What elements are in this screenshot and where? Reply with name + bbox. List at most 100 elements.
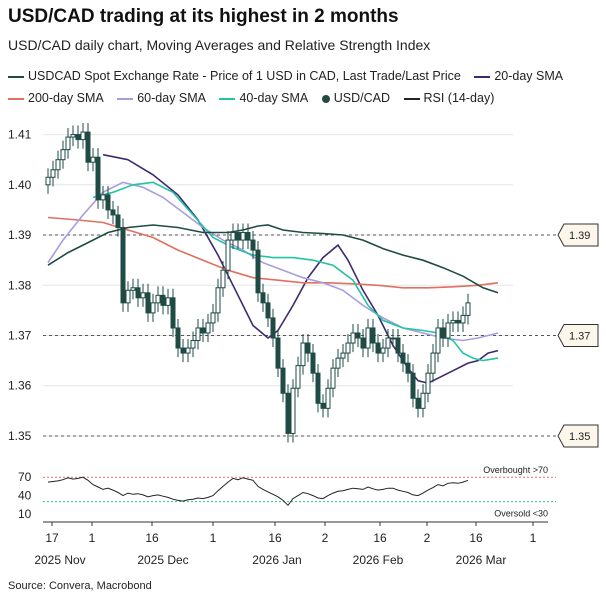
- legend-swatch: [219, 97, 236, 100]
- price-tick-label: 1.38: [8, 278, 32, 292]
- x-month-label: 2025 Nov: [34, 553, 85, 567]
- candle-body: [355, 332, 361, 339]
- legend-item-sma60: 60-day SMA: [117, 87, 206, 109]
- legend-label: 200-day SMA: [28, 91, 104, 105]
- series-line-40-day-sma: [92, 181, 499, 362]
- candle-body: [60, 149, 66, 161]
- x-tick-label: 16: [373, 531, 387, 545]
- x-tick-label: 16: [268, 531, 282, 545]
- sma-series: [47, 153, 499, 385]
- x-tick-label: 2: [424, 531, 431, 545]
- candlestick-series: [45, 123, 471, 443]
- candle-body: [65, 136, 71, 151]
- candle-body: [265, 302, 271, 319]
- candle-body: [415, 397, 421, 409]
- source-note: Source: Convera, Macrobond: [8, 580, 152, 592]
- x-month-label: 2026 Feb: [353, 553, 404, 567]
- candle-body: [420, 392, 426, 409]
- candle-body: [430, 352, 436, 374]
- x-month-label: 2026 Jan: [252, 553, 301, 567]
- legend-label: 20-day SMA: [494, 69, 564, 83]
- candle-body: [200, 327, 206, 334]
- series-line-200-day-sma: [47, 216, 499, 289]
- candle-body: [140, 292, 146, 299]
- candle-body: [450, 319, 456, 324]
- x-tick-label: 16: [145, 531, 159, 545]
- candle-body: [260, 292, 266, 304]
- candle-body: [130, 287, 136, 291]
- candle-body: [125, 289, 131, 304]
- legend-label: 60-day SMA: [137, 91, 206, 105]
- candle-body: [135, 287, 141, 299]
- candle-body: [220, 269, 226, 289]
- candle-body: [395, 337, 401, 354]
- candle-body: [300, 342, 306, 367]
- price-y-axis: 1.35 1.36 1.37 1.38 1.39 1.40 1.41: [8, 128, 32, 443]
- chart-title: USD/CAD trading at its highest in 2 mont…: [8, 6, 399, 27]
- candle-body: [320, 402, 326, 409]
- candle-body: [270, 317, 276, 339]
- candle-body: [255, 249, 261, 294]
- candle-body: [465, 302, 471, 316]
- x-tick-label: 1: [210, 531, 217, 545]
- legend-label: USDCAD Spot Exchange Rate - Price of 1 U…: [28, 69, 461, 83]
- candle-body: [160, 294, 166, 306]
- x-month-label: 2025 Dec: [137, 553, 188, 567]
- candle-body: [185, 347, 191, 354]
- candle-body: [120, 227, 126, 304]
- price-tick-label: 1.36: [8, 379, 32, 393]
- candle-body: [460, 314, 466, 324]
- legend-label: USD/CAD: [333, 91, 391, 105]
- candle-body: [90, 156, 96, 163]
- rsi-line: [47, 476, 469, 507]
- candle-body: [175, 327, 181, 349]
- candle-body: [180, 347, 186, 354]
- candle-body: [350, 332, 356, 344]
- legend-item-sma20: 20-day SMA: [474, 65, 563, 87]
- legend-swatch: [403, 97, 420, 100]
- x-tick-label: 2: [322, 531, 329, 545]
- candle-body: [75, 134, 81, 141]
- legend-swatch: [8, 97, 24, 100]
- candle-body: [345, 342, 351, 354]
- candle-body: [385, 337, 391, 349]
- x-month-label: 2026 Mar: [456, 553, 507, 567]
- chart-subtitle: USD/CAD daily chart, Moving Averages and…: [8, 37, 431, 53]
- candle-body: [225, 239, 231, 271]
- candle-body: [110, 209, 116, 216]
- candle-body: [380, 347, 386, 354]
- candle-body: [285, 392, 291, 434]
- price-tick-label: 1.41: [8, 128, 32, 142]
- reference-label-box: [557, 424, 599, 448]
- candle-body: [280, 367, 286, 394]
- reference-label: 1.35: [569, 431, 590, 443]
- candle-body: [435, 327, 441, 354]
- candle-body: [165, 297, 171, 306]
- candle-body: [340, 352, 346, 359]
- candle-body: [155, 294, 161, 304]
- candle-body: [400, 352, 406, 364]
- candle-body: [410, 372, 416, 399]
- candle-body: [310, 352, 316, 374]
- candle-body: [70, 134, 76, 138]
- chart-legend: USDCAD Spot Exchange Rate - Price of 1 U…: [8, 65, 598, 109]
- rsi-tick-label: 70: [18, 470, 32, 484]
- legend-swatch: [8, 75, 24, 78]
- candle-body: [240, 232, 246, 241]
- candle-body: [315, 372, 321, 404]
- candle-body: [305, 342, 311, 354]
- legend-item-sma40: 40-day SMA: [219, 87, 308, 109]
- reference-label-box: [557, 323, 599, 347]
- reference-label: 1.39: [569, 230, 590, 242]
- legend-swatch: [474, 75, 491, 78]
- candle-body: [445, 322, 451, 339]
- reference-label: 1.37: [569, 330, 590, 342]
- legend-item-sma200: 200-day SMA: [8, 87, 104, 109]
- candle-body: [295, 365, 301, 389]
- x-tick-label: 1: [89, 531, 96, 545]
- candle-body: [330, 367, 336, 389]
- candle-body: [205, 322, 211, 334]
- rsi-level-label: Oversold <30: [494, 509, 548, 519]
- x-tick-label: 17: [45, 531, 59, 545]
